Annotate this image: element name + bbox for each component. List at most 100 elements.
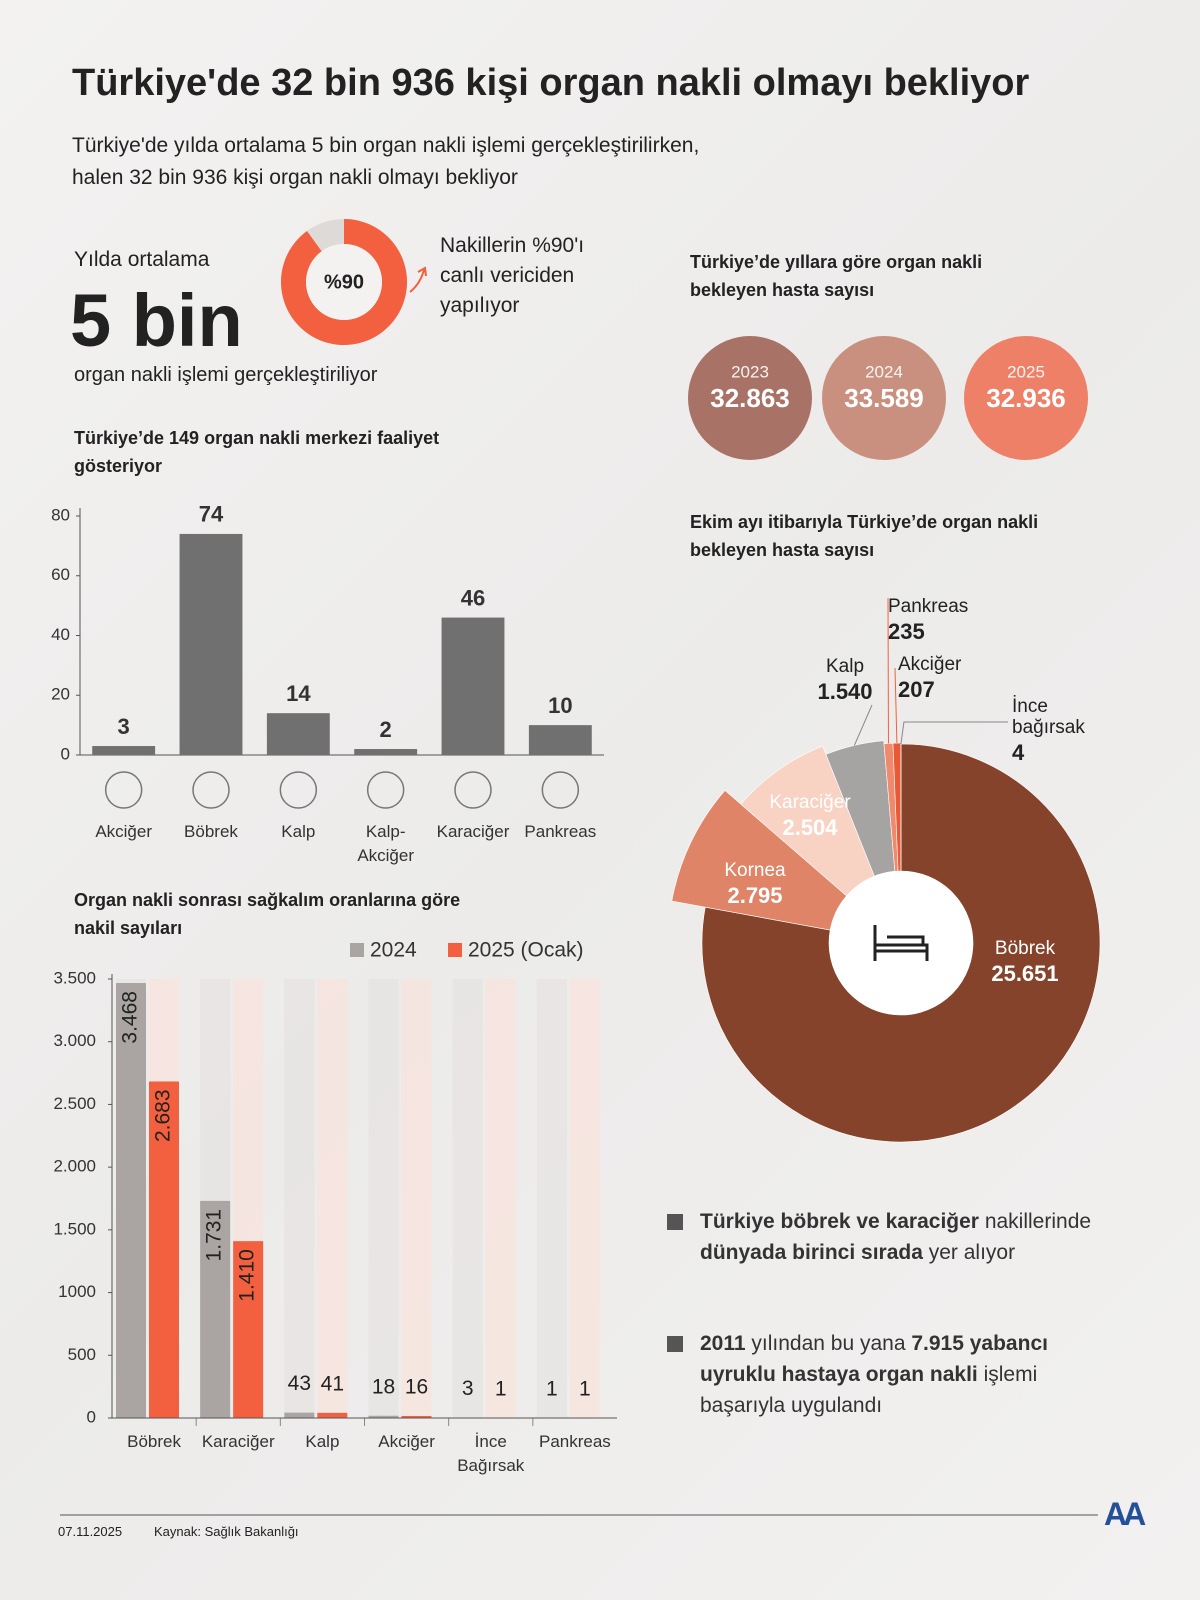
pie-hole (829, 871, 973, 1015)
chart-title: Organ nakli sonrası sağkalım oranlarına … (74, 890, 461, 938)
year-circle (964, 336, 1088, 460)
year-value: 33.589 (844, 383, 924, 413)
column-background (401, 979, 432, 1418)
pie-label-value: 25.651 (991, 961, 1059, 986)
y-tick-label: 0 (61, 744, 70, 763)
column-background (284, 979, 315, 1418)
pie-label: Kalp 1.540 (795, 656, 895, 707)
value-label: 2 (380, 717, 392, 742)
highlight-lead: Yılda ortalama (74, 248, 210, 271)
note-text: yer alıyor (922, 1241, 1016, 1264)
y-tick-label: 1.500 (53, 1219, 96, 1238)
bar (401, 1415, 432, 1418)
y-tick-label: 40 (51, 625, 70, 644)
subtitle: halen 32 bin 936 kişi organ nakli olmayı… (72, 166, 518, 189)
value-label: 3 (118, 714, 130, 739)
note-text: yılından bu yana (745, 1332, 912, 1355)
y-tick-label: 60 (51, 565, 70, 584)
pie-label-value: 2.795 (727, 883, 783, 908)
column-background (569, 979, 600, 1418)
pie-label: Karaciğer 2.504 (750, 792, 870, 843)
note-text: Türkiye böbrek ve karaciğer (700, 1210, 979, 1233)
pie-label-value: 207 (898, 677, 935, 702)
x-tick-label: Karaciğer (436, 822, 510, 841)
bar (200, 1200, 231, 1418)
note: Türkiye böbrek ve karaciğer nakillerinde… (700, 1206, 1100, 1268)
pie-label-name: Akciğer (898, 654, 962, 675)
donut-hole (306, 244, 382, 320)
note-text: dünyada birinci sırada (700, 1241, 923, 1264)
chart-title: Türkiye’de 149 organ nakli merkezi faali… (74, 428, 440, 476)
x-tick-label: Kalp (281, 822, 316, 841)
donut-annotation: yapılıyor (440, 294, 520, 317)
bar (441, 617, 505, 755)
pie-label-value: 4 (1012, 740, 1025, 765)
bar (368, 1415, 399, 1418)
value-label: 16 (405, 1376, 428, 1399)
arrow-head (417, 266, 427, 277)
pie-label-name: Kalp (825, 656, 865, 677)
chart-title: Türkiye’de yıllara göre organ nakli bekl… (690, 252, 983, 300)
value-label: 14 (286, 681, 311, 706)
value-label: 74 (199, 502, 224, 527)
legend-swatch (448, 943, 462, 957)
y-tick-label: 3.500 (53, 968, 96, 987)
pie-label: Pankreas 235 (888, 596, 1008, 647)
y-tick-label: 80 (51, 505, 70, 524)
y-tick-label: 3.000 (53, 1031, 96, 1050)
pie-label-name: Böbrek (994, 938, 1056, 959)
organ-icon (104, 771, 143, 809)
value-label: 1 (495, 1377, 507, 1400)
x-tick-label: Kalp-Akciğer (357, 822, 414, 865)
year-label: 2024 (865, 362, 903, 381)
pie-label: Böbrek 25.651 (970, 938, 1080, 989)
x-tick-label: Akciğer (378, 1432, 435, 1451)
bullet (667, 1336, 683, 1352)
y-tick-label: 2.000 (53, 1157, 96, 1176)
footer-source: Kaynak: Sağlık Bakanlığı (154, 1524, 299, 1539)
year-value: 32.863 (710, 383, 790, 413)
y-tick-label: 2.500 (53, 1094, 96, 1113)
bar (284, 1412, 315, 1418)
value-label: 1.731 (203, 1209, 226, 1262)
note-text: 7.915 yabancı uyruklu hastaya organ nakl… (700, 1332, 1054, 1386)
x-tick-label: Pankreas (538, 1432, 611, 1451)
x-tick-label: İnce Bağırsak (457, 1432, 525, 1475)
x-tick-label: Akciğer (95, 822, 152, 841)
column-background (536, 979, 567, 1418)
organ-icon (454, 771, 492, 809)
arrow (409, 269, 425, 293)
value-label: 41 (321, 1372, 344, 1395)
organ-icon (541, 771, 580, 809)
value-label: 2.683 (152, 1089, 175, 1142)
leader-line (853, 704, 873, 746)
chart-title: Ekim ayı itibarıyla Türkiye’de organ nak… (690, 512, 1039, 560)
year-value: 32.936 (986, 383, 1066, 413)
bar (354, 749, 418, 755)
donut-annotation: canlı vericiden (440, 264, 575, 287)
year-label: 2025 (1007, 362, 1045, 381)
donut-arc (281, 219, 407, 346)
value-label: 1 (546, 1377, 558, 1400)
value-label: 3 (462, 1377, 474, 1400)
bar (92, 746, 156, 755)
pie-label-value: 1.540 (817, 679, 873, 704)
y-tick-label: 1000 (58, 1282, 96, 1301)
organ-icon (279, 771, 318, 809)
bar (233, 1241, 264, 1418)
pie-label-name: İnce bağırsak (1012, 696, 1085, 738)
title: Türkiye'de 32 bin 936 kişi organ nakli o… (72, 62, 1030, 104)
pie-label: Akciğer 207 (898, 654, 1008, 705)
x-tick-label: Böbrek (127, 1432, 182, 1451)
subtitle: Türkiye'de yılda ortalama 5 bin organ na… (72, 134, 700, 157)
pie-label-value: 2.504 (782, 815, 838, 840)
column-background (317, 979, 348, 1418)
note-text: 2011 (700, 1332, 746, 1355)
leader-line (900, 721, 1008, 745)
donut-annotation: Nakillerin %90'ı (440, 234, 585, 257)
organ-icon (192, 771, 230, 809)
legend-swatch (350, 943, 364, 957)
pie-label-value: 235 (888, 619, 925, 644)
donut-label: %90 (324, 271, 364, 293)
